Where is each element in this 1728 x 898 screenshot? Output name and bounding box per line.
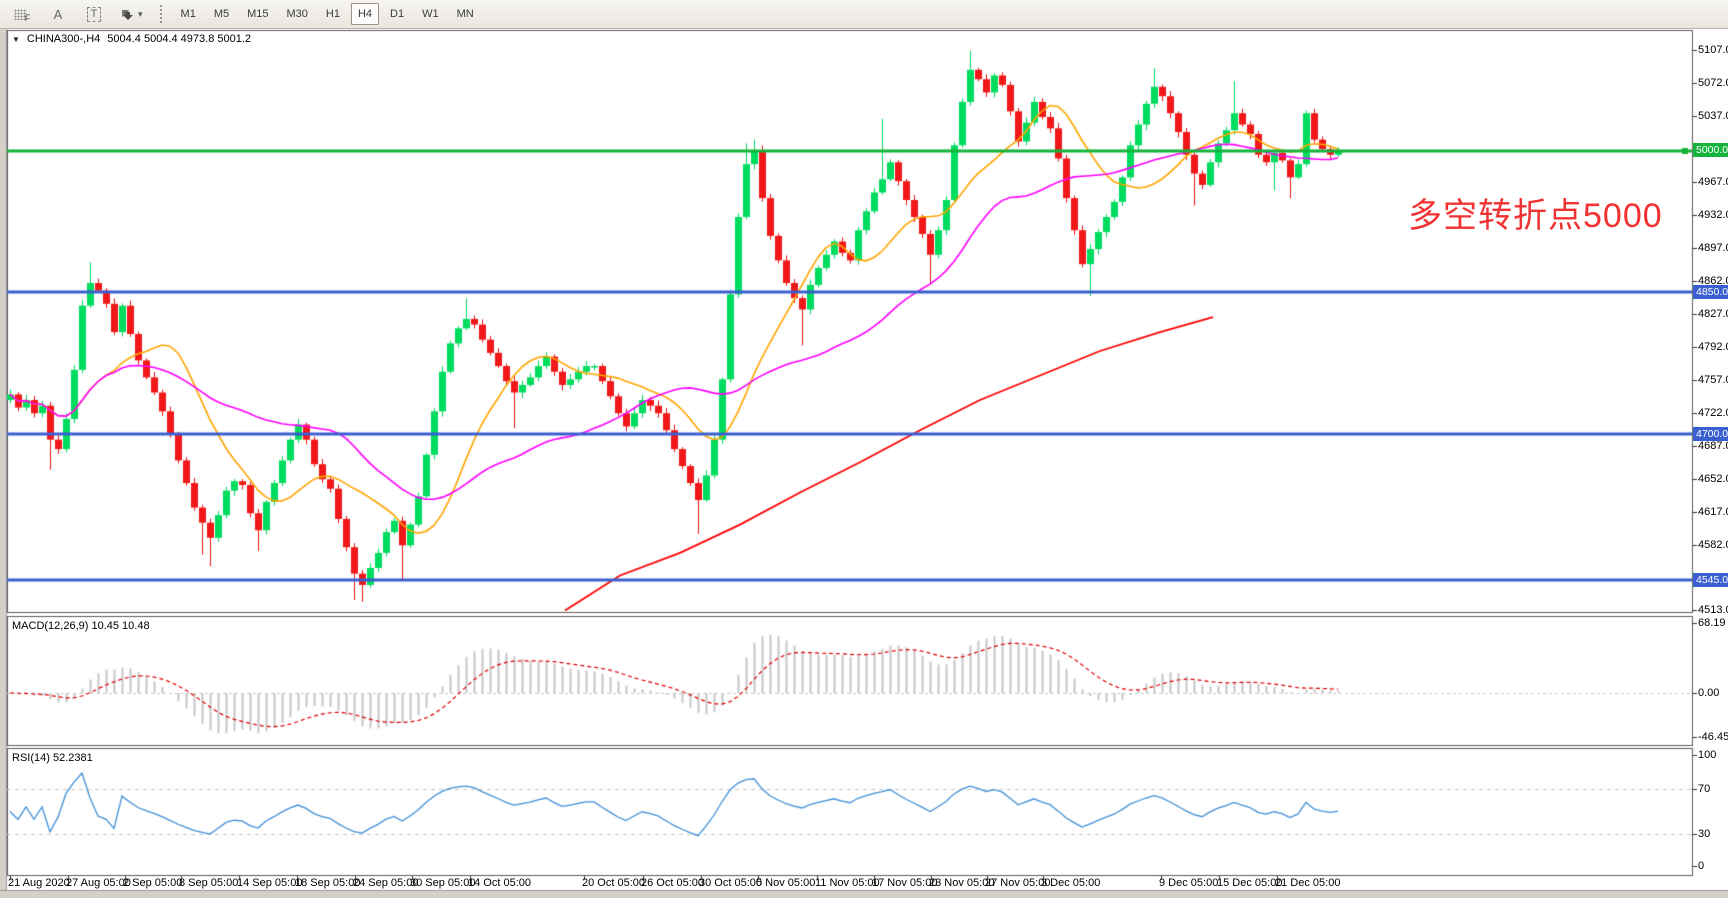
arrows-icon — [122, 10, 133, 20]
timeframe-button-d1[interactable]: D1 — [390, 8, 405, 20]
arrows-tool-button[interactable]: ▾ — [113, 3, 149, 26]
grid-icon — [13, 8, 27, 20]
timeframe-button-mn[interactable]: MN — [456, 8, 474, 20]
text-label-tool-button[interactable]: A — [41, 3, 75, 26]
timeframe-button-m1[interactable]: M1 — [180, 8, 196, 20]
grid-f-tool-button[interactable]: F — [5, 3, 39, 26]
timeframe-button-m15[interactable]: M15 — [247, 8, 269, 20]
timeframe-bar: M1 M5 M15 M30 H1 H4 D1 W1 MN — [172, 3, 483, 25]
text-t-icon: T — [86, 6, 102, 22]
toolbar: F A T ▾ M1 M5 M15 M30 H1 H4 D1 W1 MN — [0, 0, 1728, 29]
timeframe-button-w1[interactable]: W1 — [422, 8, 439, 20]
timeframe-button-m5[interactable]: M5 — [213, 8, 230, 20]
grid-f-label: F — [24, 13, 31, 23]
chart-text-annotation[interactable]: 多空转折点5000 — [1408, 197, 1663, 235]
text-box-tool-button[interactable]: T — [77, 3, 111, 26]
toolbar-drag-handle[interactable] — [159, 5, 166, 23]
timeframe-button-h4[interactable]: H4 — [350, 3, 380, 25]
arrows-dropdown-caret[interactable]: ▾ — [138, 8, 143, 19]
text-a-icon: A — [53, 6, 63, 22]
timeframe-button-h1[interactable]: H1 — [325, 8, 340, 20]
timeframe-button-m30[interactable]: M30 — [286, 8, 308, 20]
